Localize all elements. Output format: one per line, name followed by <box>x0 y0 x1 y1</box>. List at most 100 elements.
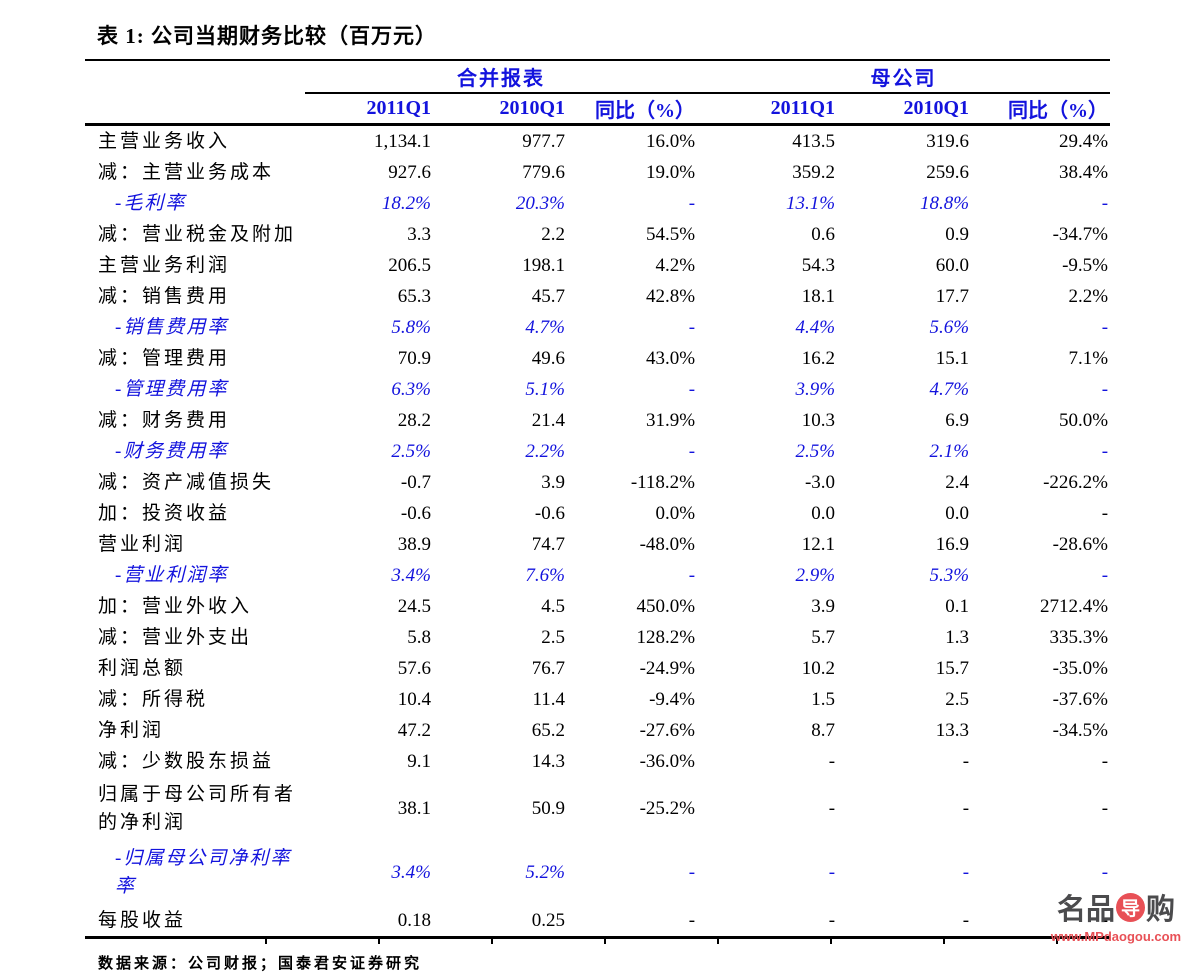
tick-mark <box>943 939 945 944</box>
cell-value: 9.1 <box>407 750 431 772</box>
cell-value: 259.6 <box>926 161 970 183</box>
cell-value: 18.1 <box>801 285 836 307</box>
cell-value: -0.6 <box>400 502 431 524</box>
cell-value: 13.3 <box>935 719 970 741</box>
cell-value: -48.0% <box>639 533 696 555</box>
cell-value: 17.7 <box>935 285 970 307</box>
cell-value: 10.4 <box>397 688 431 710</box>
table-row: -管理费用率 6.3% 5.1% - 3.9% 4.7% - <box>85 374 1110 405</box>
cell-value: 15.1 <box>935 347 970 369</box>
row-label: 减：财务费用 <box>98 409 231 431</box>
row-label: 加：营业外收入 <box>98 595 253 617</box>
cell-value: - <box>1101 192 1109 214</box>
table-row: -营业利润率 3.4% 7.6% - 2.9% 5.3% - <box>85 560 1110 591</box>
cell-value: 45.7 <box>531 285 565 307</box>
cell-value: 0.9 <box>945 223 970 245</box>
cell-value: 2.5% <box>795 440 836 462</box>
row-label: -财务费用率 <box>115 440 229 462</box>
cell-value: -28.6% <box>1052 533 1109 555</box>
cell-value: 38.1 <box>397 798 431 819</box>
row-label: 减：主营业务成本 <box>98 161 275 183</box>
cell-value: 0.0 <box>945 502 970 524</box>
group-header-consolidated: 合并报表 <box>305 61 698 94</box>
cell-value: 4.5 <box>541 595 565 617</box>
cell-value: 5.1% <box>525 378 565 400</box>
row-label: 主营业务利润 <box>98 254 231 276</box>
row-label: 净利润 <box>98 719 165 741</box>
cell-value: -24.9% <box>639 657 696 679</box>
cell-value: 5.7 <box>811 626 836 648</box>
cell-value: - <box>1101 862 1109 883</box>
cell-value: 19.0% <box>645 161 696 183</box>
table-row: 利润总额 57.6 76.7 -24.9% 10.2 15.7 -35.0% <box>85 653 1110 684</box>
tick-mark <box>491 939 493 944</box>
logo-badge-icon: 导 <box>1116 892 1145 922</box>
cell-value: 14.3 <box>531 750 565 772</box>
row-label: 减：资产减值损失 <box>98 471 275 493</box>
group-header-parent: 母公司 <box>697 61 1111 94</box>
cell-value: 47.2 <box>397 719 431 741</box>
cell-value: - <box>1101 564 1109 586</box>
cell-value: 2.2% <box>525 440 565 462</box>
cell-value: - <box>688 378 696 400</box>
row-label: -归属母公司净利率率 <box>115 848 292 897</box>
tick-mark <box>830 939 832 944</box>
column-header-spacer <box>85 93 305 126</box>
table-row: 减：销售费用 65.3 45.7 42.8% 18.1 17.7 2.2% <box>85 281 1110 312</box>
cell-value: 13.1% <box>785 192 836 214</box>
cell-value: - <box>837 905 972 939</box>
cell-value: 2.2 <box>541 223 565 245</box>
cell-value: - <box>1101 378 1109 400</box>
cell-value: 54.3 <box>801 254 836 276</box>
table-row: 减：营业外支出 5.8 2.5 128.2% 5.7 1.3 335.3% <box>85 622 1110 653</box>
cell-value: - <box>828 750 836 772</box>
cell-value: 0.1 <box>945 595 970 617</box>
table-row: 净利润 47.2 65.2 -27.6% 8.7 13.3 -34.5% <box>85 715 1110 746</box>
cell-value: 2712.4% <box>1039 595 1109 617</box>
cell-value: 4.7% <box>525 316 565 338</box>
cell-value: 6.3% <box>391 378 431 400</box>
table-row: 归属于母公司所有者的净利润 38.1 50.9 -25.2% - - - <box>85 777 1110 841</box>
cell-value: 21.4 <box>531 409 565 431</box>
logo-text-left: 名品 <box>1056 894 1115 926</box>
cell-value: 50.9 <box>531 798 565 819</box>
cell-value: 43.0% <box>645 347 696 369</box>
row-label: 减：管理费用 <box>98 347 231 369</box>
cell-value: 57.6 <box>397 657 431 679</box>
cell-value: 3.9% <box>795 378 836 400</box>
table-row: -财务费用率 2.5% 2.2% - 2.5% 2.1% - <box>85 436 1110 467</box>
cell-value: 70.9 <box>397 347 431 369</box>
cell-value: - <box>962 798 970 819</box>
cell-value: -34.7% <box>1052 223 1109 245</box>
cell-value: 319.6 <box>926 130 970 152</box>
cell-value: -9.4% <box>649 688 696 710</box>
column-header-row: 2011Q1 2010Q1 同比（%） 2011Q1 2010Q1 同比（%） <box>85 93 1111 126</box>
cell-value: 7.1% <box>1068 347 1109 369</box>
cell-value: 5.8% <box>391 316 431 338</box>
cell-value: 128.2% <box>636 626 696 648</box>
table-header: 合并报表 母公司 2011Q1 2010Q1 同比（%） 2011Q1 2010… <box>85 61 1111 126</box>
cell-value: 977.7 <box>522 130 565 152</box>
cell-value: 28.2 <box>397 409 431 431</box>
table-row: -销售费用率 5.8% 4.7% - 4.4% 5.6% - <box>85 312 1110 343</box>
cell-value: 12.1 <box>801 533 836 555</box>
row-label: 营业利润 <box>98 533 187 555</box>
cell-value: 0.25 <box>433 905 567 939</box>
logo-characters: 名品 导 购 <box>1042 886 1190 928</box>
cell-value: - <box>688 564 696 586</box>
cell-value: 2.2% <box>1068 285 1109 307</box>
cell-value: 2.9% <box>795 564 836 586</box>
column-header: 2010Q1 <box>837 93 972 126</box>
cell-value: - <box>688 862 696 883</box>
data-source-note: 数据来源：公司财报；国泰君安证券研究 <box>98 956 423 972</box>
cell-value: - <box>962 750 970 772</box>
cell-value: 24.5 <box>397 595 431 617</box>
table-row: 减：财务费用 28.2 21.4 31.9% 10.3 6.9 50.0% <box>85 405 1110 436</box>
cell-value: 413.5 <box>792 130 836 152</box>
cell-value: -118.2% <box>630 471 696 493</box>
table-row: -毛利率 18.2% 20.3% - 13.1% 18.8% - <box>85 188 1110 219</box>
cell-value: 335.3% <box>1049 626 1109 648</box>
cell-value: 11.4 <box>532 688 565 710</box>
table-row: 减：所得税 10.4 11.4 -9.4% 1.5 2.5 -37.6% <box>85 684 1110 715</box>
table-row: 营业利润 38.9 74.7 -48.0% 12.1 16.9 -28.6% <box>85 529 1110 560</box>
